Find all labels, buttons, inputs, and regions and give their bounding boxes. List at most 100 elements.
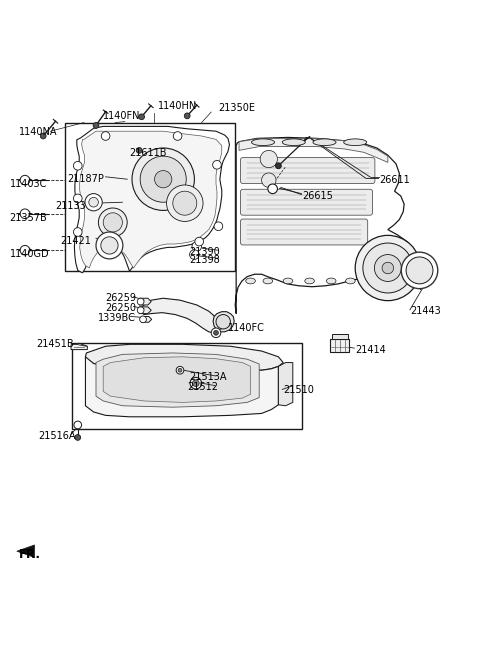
Text: 21421: 21421 [60,236,91,245]
Circle shape [374,255,401,281]
Text: 26611: 26611 [379,175,410,185]
Polygon shape [80,131,222,268]
Circle shape [214,331,218,335]
Ellipse shape [305,278,314,284]
FancyBboxPatch shape [240,190,372,215]
Ellipse shape [282,139,305,146]
Ellipse shape [263,278,273,284]
Text: 21513A: 21513A [190,372,227,382]
FancyBboxPatch shape [240,157,375,184]
Text: 21516A: 21516A [38,432,76,441]
Circle shape [73,228,82,236]
Circle shape [355,236,420,300]
Text: 21512: 21512 [187,382,218,392]
Circle shape [190,377,202,389]
Circle shape [40,133,46,139]
Ellipse shape [313,139,336,146]
Circle shape [74,421,82,429]
Circle shape [20,245,30,255]
Text: 1140NA: 1140NA [19,127,58,137]
Circle shape [20,209,30,218]
Polygon shape [139,298,151,305]
Polygon shape [85,344,283,370]
Polygon shape [17,545,35,558]
Circle shape [173,132,182,140]
Text: 26615: 26615 [302,191,333,201]
Polygon shape [74,127,229,273]
Circle shape [98,208,127,237]
Circle shape [96,232,123,259]
Bar [65,123,235,272]
Ellipse shape [344,139,367,146]
Circle shape [136,148,142,154]
Circle shape [211,328,221,338]
Circle shape [176,367,184,374]
Circle shape [382,262,394,274]
Polygon shape [330,338,349,352]
Circle shape [73,161,82,170]
Polygon shape [278,363,293,406]
Circle shape [132,148,194,211]
Text: 21398: 21398 [190,255,220,265]
Text: 1140GD: 1140GD [10,249,49,258]
Circle shape [139,114,144,119]
Circle shape [103,213,122,232]
Circle shape [75,434,81,440]
Circle shape [178,368,182,372]
Circle shape [213,161,221,169]
Polygon shape [103,357,251,402]
Circle shape [406,257,433,284]
Circle shape [184,113,190,119]
Bar [72,343,302,429]
Circle shape [363,243,413,293]
Circle shape [140,316,146,323]
Circle shape [192,380,199,386]
Circle shape [101,132,110,140]
Circle shape [262,173,276,188]
Ellipse shape [246,278,255,284]
Text: 21350E: 21350E [218,103,255,113]
Text: 1140FN: 1140FN [103,111,141,121]
Circle shape [73,194,82,203]
Text: 1140FC: 1140FC [228,323,265,333]
Polygon shape [71,343,87,350]
Text: 26250: 26250 [106,303,137,313]
Circle shape [192,241,202,251]
Text: 26259: 26259 [106,293,137,303]
Circle shape [268,184,277,194]
Text: 21390: 21390 [190,247,220,257]
Circle shape [89,197,98,207]
Text: 1140HN: 1140HN [158,101,198,111]
Ellipse shape [326,278,336,284]
Polygon shape [142,316,152,322]
Polygon shape [213,312,234,332]
Text: 21357B: 21357B [10,213,48,222]
Circle shape [401,252,438,289]
Circle shape [140,156,186,202]
Text: FR.: FR. [19,548,41,561]
Ellipse shape [283,278,293,284]
Polygon shape [139,307,151,314]
Text: 21443: 21443 [410,306,441,316]
Polygon shape [96,353,259,407]
Text: 11403C: 11403C [10,179,47,189]
Circle shape [276,163,281,169]
Polygon shape [85,357,278,417]
Circle shape [20,175,30,185]
Circle shape [85,194,102,211]
Circle shape [173,191,197,215]
Text: 1339BC: 1339BC [98,313,136,323]
Text: 21611B: 21611B [130,148,167,158]
Text: 21510: 21510 [283,385,314,396]
Circle shape [167,185,203,222]
Polygon shape [239,138,388,163]
Circle shape [260,150,277,168]
Circle shape [137,298,144,305]
Text: 21187P: 21187P [67,174,104,184]
Polygon shape [140,298,222,333]
Circle shape [101,237,118,254]
Ellipse shape [346,278,355,284]
Ellipse shape [252,139,275,146]
Circle shape [190,250,199,259]
FancyBboxPatch shape [240,219,368,245]
